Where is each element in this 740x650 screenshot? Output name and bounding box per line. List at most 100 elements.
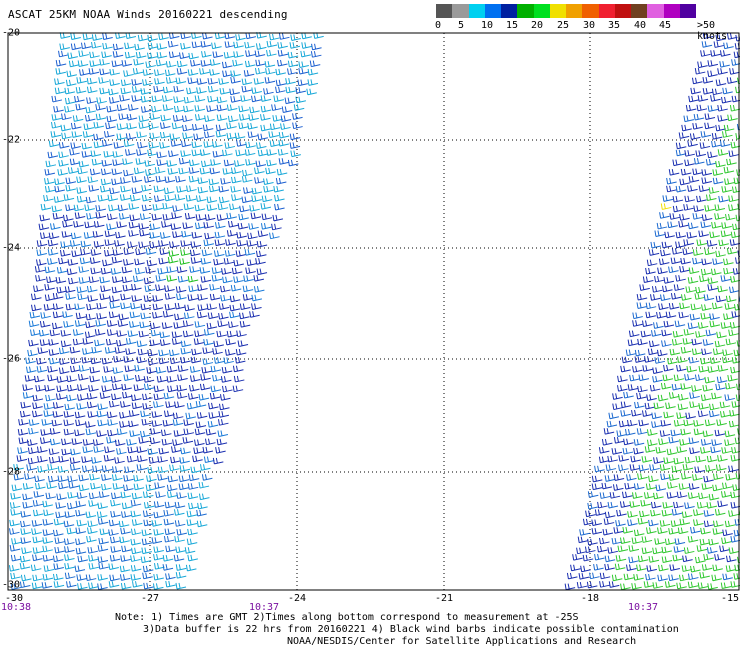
wind-barb [133, 483, 145, 491]
wind-barb [20, 401, 32, 409]
wind-barb [683, 239, 694, 246]
wind-barb [195, 195, 207, 202]
wind-barb [651, 286, 663, 293]
wind-barb [98, 562, 109, 570]
wind-barb [81, 142, 93, 150]
wind-barb [249, 205, 260, 212]
wind-barb [645, 267, 656, 275]
wind-barb [661, 329, 672, 337]
wind-barb [61, 231, 73, 238]
wind-barb [702, 339, 714, 346]
wind-barb [636, 428, 648, 435]
wind-barb [572, 554, 583, 561]
wind-barb [718, 195, 729, 203]
wind-barb [643, 492, 655, 499]
wind-barb [42, 574, 54, 581]
wind-barb [183, 105, 194, 113]
wind-barb [670, 257, 682, 265]
wind-barb [674, 320, 686, 328]
wind-barb [88, 563, 100, 570]
wind-barb [181, 115, 193, 123]
wind-barb [89, 366, 101, 374]
wind-barb [51, 205, 63, 213]
wind-barb [65, 177, 77, 185]
wind-barb [199, 167, 211, 175]
wind-barb [133, 475, 144, 482]
wind-barb [96, 97, 107, 104]
wind-barb [690, 87, 701, 95]
wind-barb [112, 367, 124, 374]
wind-barb [182, 330, 194, 338]
wind-barb [172, 231, 183, 239]
wind-barb [153, 195, 165, 203]
wind-barb [729, 286, 740, 294]
wind-barb [154, 78, 165, 85]
wind-barb [307, 79, 319, 86]
wind-barb [719, 411, 731, 418]
wind-barb [88, 276, 100, 284]
wind-barb [63, 419, 75, 427]
wind-barb [124, 466, 135, 474]
wind-barb [660, 382, 672, 390]
wind-barb [155, 367, 167, 374]
lat-label: -30 [2, 579, 21, 591]
wind-barb [44, 266, 56, 274]
wind-barb [118, 313, 130, 321]
wind-barb [231, 194, 242, 201]
wind-barb [153, 385, 165, 393]
wind-barb [48, 349, 60, 356]
wind-barb [687, 140, 698, 147]
wind-barb [67, 259, 79, 266]
wind-barb [687, 222, 699, 230]
colorbar-label: 40 [633, 20, 647, 31]
wind-barb [91, 457, 102, 464]
wind-barb [136, 356, 148, 364]
wind-barb [711, 140, 722, 148]
wind-barb [722, 529, 733, 537]
wind-barb [119, 421, 130, 428]
wind-barb [86, 535, 97, 543]
wind-barb [85, 106, 97, 114]
wind-barb [698, 185, 710, 192]
wind-barb [158, 240, 169, 247]
wind-barb [173, 430, 185, 437]
wind-barb [653, 322, 664, 329]
wind-barb [677, 356, 688, 363]
wind-barb [243, 275, 254, 283]
wind-barb [672, 554, 684, 562]
wind-barb [78, 365, 90, 372]
wind-barb [203, 239, 215, 247]
wind-barb [187, 528, 198, 536]
wind-barb [109, 574, 120, 582]
wind-barb [94, 329, 106, 336]
wind-barb [617, 545, 629, 553]
wind-barb [211, 42, 222, 50]
wind-barb [9, 544, 21, 552]
wind-barb [697, 61, 708, 69]
wind-barb [116, 104, 128, 112]
colorbar-swatch [566, 4, 583, 18]
wind-barb [219, 87, 231, 95]
wind-barb [717, 365, 729, 372]
wind-barb [131, 95, 143, 102]
wind-barb [99, 68, 110, 76]
wind-barb [166, 491, 178, 498]
wind-barb [136, 464, 148, 471]
wind-barb [104, 446, 115, 454]
wind-barb [76, 187, 87, 194]
wind-barb [260, 124, 271, 132]
wind-barb [171, 338, 183, 345]
wind-barb [724, 303, 736, 310]
colorbar-label: 15 [505, 20, 519, 31]
wind-barb [132, 68, 144, 75]
wind-barb [623, 573, 635, 581]
wind-barb [217, 430, 229, 438]
wind-barb [130, 565, 142, 572]
wind-barb [669, 348, 681, 356]
wind-barb [143, 582, 154, 590]
wind-barb [668, 574, 679, 582]
wind-barb [188, 159, 200, 167]
colorbar-label: 20 [530, 20, 544, 31]
wind-barb [253, 286, 265, 293]
wind-barb [646, 439, 658, 447]
